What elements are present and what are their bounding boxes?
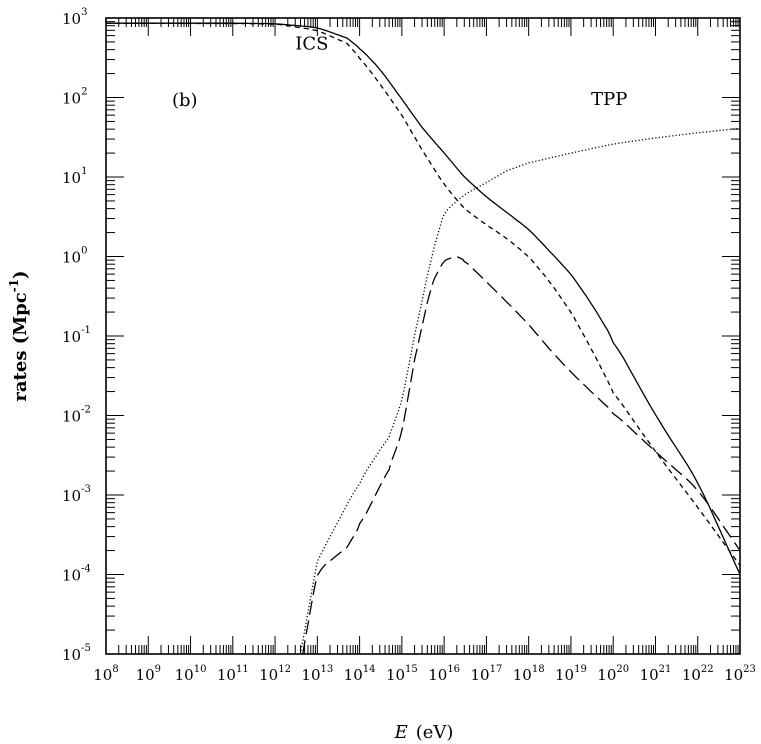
annotations: ICS TPP <box>295 34 627 111</box>
y-tick-labels: 10-5 10-4 10-3 10-2 10-1 100 101 102 103 <box>62 7 91 664</box>
x-tick-label: 1013 <box>301 664 333 684</box>
annotation-ics: ICS <box>295 34 328 55</box>
x-tick-label: 1018 <box>513 664 545 684</box>
y-tick-label: 10-3 <box>62 484 91 505</box>
series-line-dotted <box>299 127 741 655</box>
y-tick-label: 10-1 <box>62 325 91 346</box>
x-tick-label: 1014 <box>344 664 376 684</box>
plot-frame <box>105 17 741 655</box>
x-tick-label: 1015 <box>386 664 418 684</box>
axis-ticks <box>105 17 741 655</box>
x-tick-label: 109 <box>136 664 161 684</box>
x-tick-label: 1019 <box>555 664 587 684</box>
x-tick-label: 108 <box>93 664 118 684</box>
x-tick-label: 1023 <box>724 664 756 684</box>
x-axis-title: E (eV) <box>394 722 454 743</box>
annotation-tpp: TPP <box>591 89 627 110</box>
x-tick-label: 1022 <box>682 664 714 684</box>
series-line-solid <box>106 22 741 575</box>
y-tick-label: 101 <box>62 166 87 187</box>
y-tick-label: 10-4 <box>62 564 91 585</box>
series-layer <box>105 22 741 655</box>
x-tick-label: 1010 <box>175 664 207 684</box>
x-tick-label: 1020 <box>597 664 629 684</box>
panel-label: (b) <box>172 90 198 111</box>
x-tick-label: 1016 <box>428 664 460 684</box>
x-tick-label: 1017 <box>470 664 502 684</box>
y-tick-label: 10-5 <box>62 643 91 664</box>
x-tick-label: 1021 <box>640 664 672 684</box>
x-tick-labels: 108 109 1010 1011 1012 1013 1014 1015 1016 1017 10… <box>93 664 756 684</box>
series-line-long-dash <box>302 256 741 655</box>
x-tick-label: 1012 <box>259 664 291 684</box>
y-axis-title: rates (Mpc-1) <box>7 270 31 401</box>
series-line-short-dash <box>105 22 741 566</box>
x-tick-label: 1011 <box>217 664 249 684</box>
y-tick-label: 100 <box>62 246 87 267</box>
y-tick-label: 103 <box>62 7 87 28</box>
y-tick-label: 102 <box>62 87 87 108</box>
y-tick-label: 10-2 <box>62 405 91 426</box>
